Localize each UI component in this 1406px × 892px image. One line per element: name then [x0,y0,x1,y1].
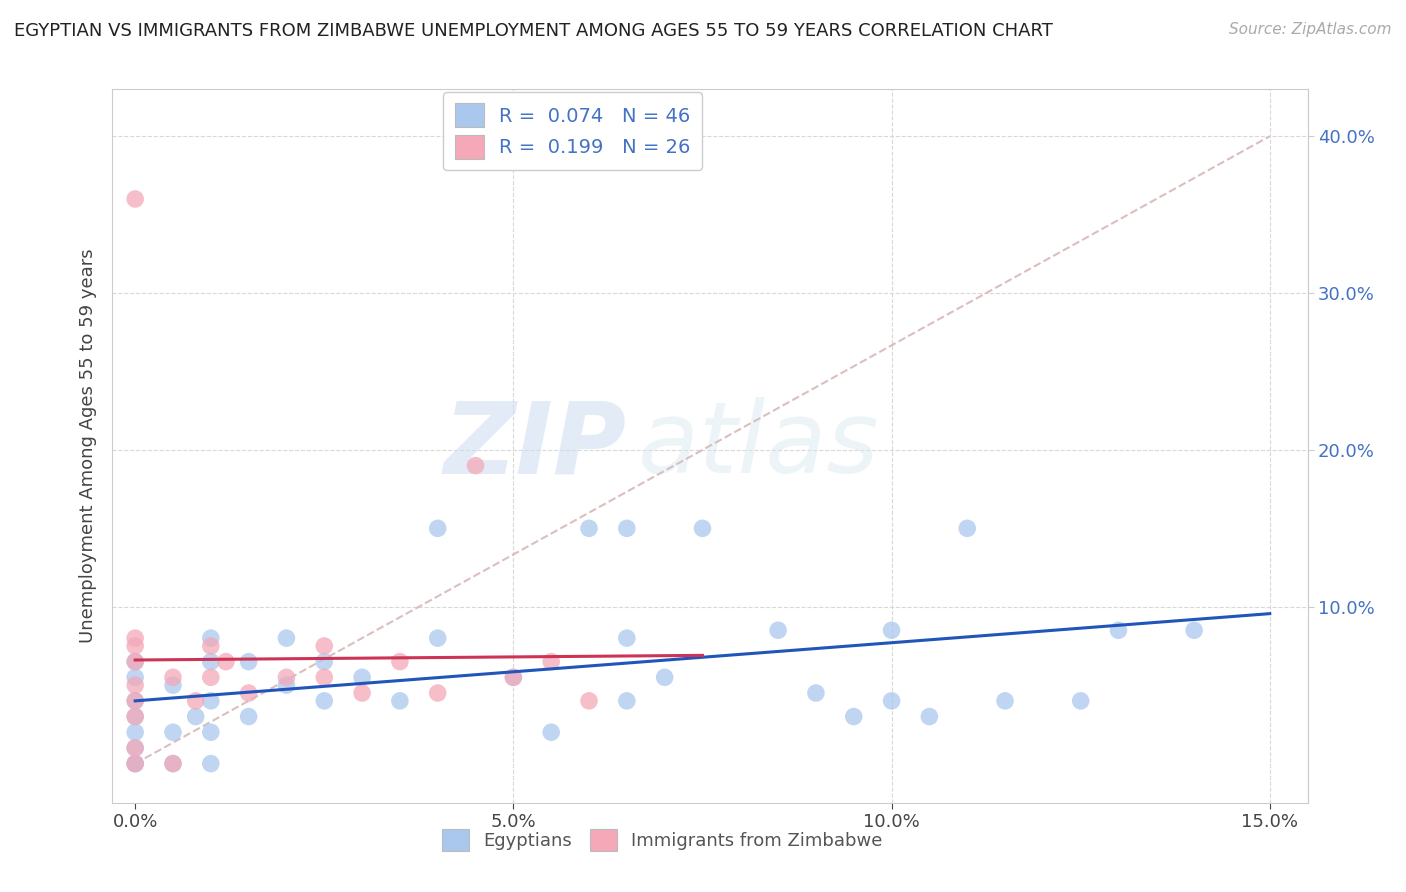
Point [502,670,524,684]
Text: EGYPTIAN VS IMMIGRANTS FROM ZIMBABWE UNEMPLOYMENT AMONG AGES 55 TO 59 YEARS CORR: EGYPTIAN VS IMMIGRANTS FROM ZIMBABWE UNE… [14,22,1053,40]
Point [464,458,486,473]
Point [124,694,146,708]
Point [1182,624,1205,638]
Point [1108,624,1130,638]
Point [200,670,222,684]
Point [238,709,260,723]
Point [352,670,374,684]
Point [124,740,146,755]
Point [124,694,146,708]
Point [124,709,146,723]
Point [200,639,222,653]
Legend: Egyptians, Immigrants from Zimbabwe: Egyptians, Immigrants from Zimbabwe [434,822,890,858]
Point [540,655,562,669]
Point [184,709,207,723]
Point [184,694,207,708]
Text: Source: ZipAtlas.com: Source: ZipAtlas.com [1229,22,1392,37]
Point [426,521,449,535]
Point [162,725,184,739]
Point [314,670,336,684]
Point [124,756,146,771]
Point [314,694,336,708]
Point [215,655,238,669]
Point [654,670,676,684]
Point [200,631,222,645]
Point [124,631,146,645]
Point [162,678,184,692]
Point [238,686,260,700]
Point [842,709,865,723]
Point [956,521,979,535]
Point [124,756,146,771]
Text: ZIP: ZIP [443,398,627,494]
Point [124,740,146,755]
Point [200,694,222,708]
Point [1070,694,1092,708]
Point [426,631,449,645]
Point [162,756,184,771]
Point [426,686,449,700]
Point [276,631,298,645]
Point [388,694,411,708]
Point [502,670,524,684]
Point [880,624,903,638]
Point [276,670,298,684]
Point [616,631,638,645]
Point [124,655,146,669]
Point [162,670,184,684]
Point [804,686,827,700]
Point [124,639,146,653]
Point [540,725,562,739]
Point [994,694,1017,708]
Point [200,655,222,669]
Point [766,624,789,638]
Point [124,725,146,739]
Point [880,694,903,708]
Text: atlas: atlas [638,398,880,494]
Point [314,639,336,653]
Point [124,678,146,692]
Point [124,670,146,684]
Y-axis label: Unemployment Among Ages 55 to 59 years: Unemployment Among Ages 55 to 59 years [79,249,97,643]
Point [124,756,146,771]
Point [918,709,941,723]
Point [200,725,222,739]
Point [314,655,336,669]
Point [692,521,714,535]
Point [124,192,146,206]
Point [200,756,222,771]
Point [578,521,600,535]
Point [616,694,638,708]
Point [238,655,260,669]
Point [578,694,600,708]
Point [162,756,184,771]
Point [388,655,411,669]
Point [616,521,638,535]
Point [276,678,298,692]
Point [352,686,374,700]
Point [124,655,146,669]
Point [124,709,146,723]
